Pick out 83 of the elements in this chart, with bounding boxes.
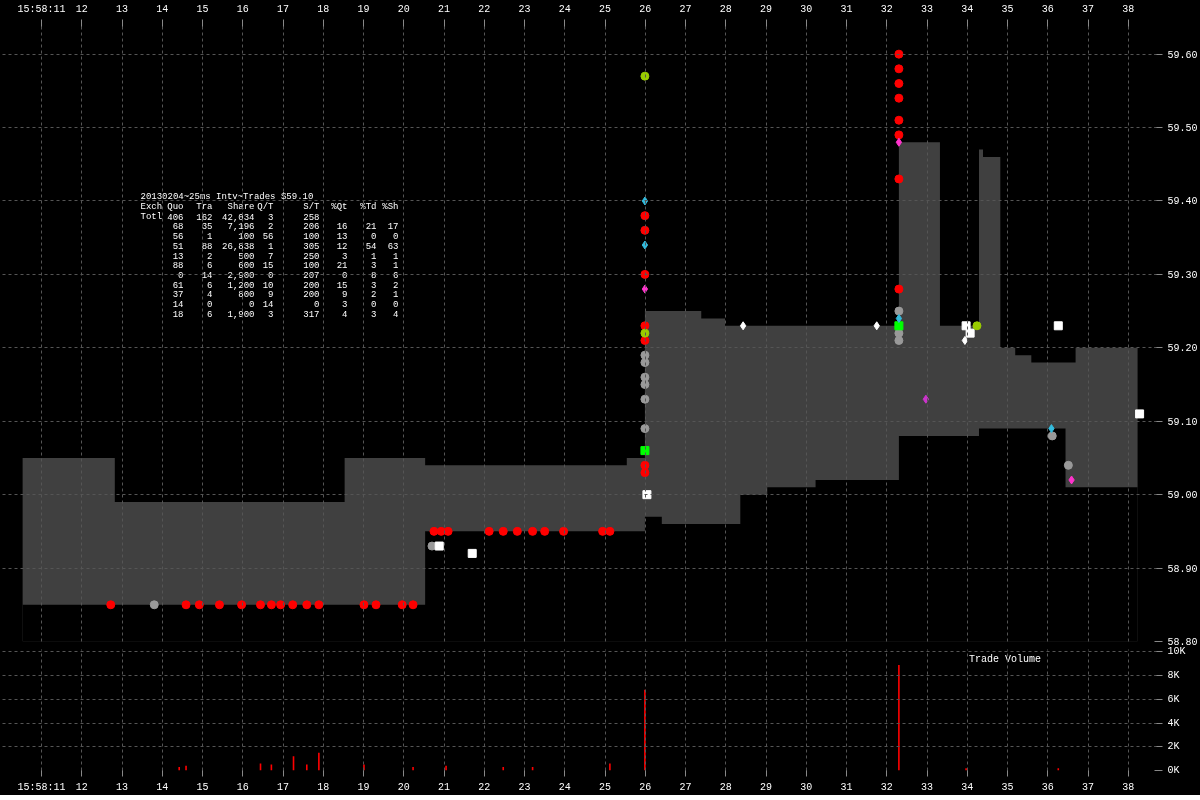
x-tick-label: 32 [880,781,893,793]
x-tick-label: 20 [397,3,410,15]
text: 51 88 26,838 1 305 12 54 63 [172,241,399,252]
x-tick-label: 15 [196,781,209,793]
y-tick-label: 59.00 [1167,490,1198,502]
x-tick-label: 34 [961,3,974,15]
x-tick-label: 14 [156,781,169,793]
x-tick-label: 18 [317,781,330,793]
x-tick-label: 14 [156,3,169,15]
x-tick-label: 38 [1122,781,1135,793]
x-tick-label: 36 [1041,781,1054,793]
x-tick-label: 13 [116,781,129,793]
x-tick-label: 15:58:11 [17,781,66,793]
x-tick-label: 34 [961,781,974,793]
text: 18 6 1,900 3 317 4 3 4 [172,309,399,320]
text: 14 0 0 14 0 3 0 0 [172,299,399,310]
x-tick-label: 21 [438,3,451,15]
x-tick-label: 37 [1082,3,1095,15]
x-tick-label: 35 [1001,3,1014,15]
x-tick-label: 20 [397,781,410,793]
x-tick-label: 24 [558,3,571,15]
x-tick-label: 31 [840,3,853,15]
x-tick-label: 30 [800,781,813,793]
x-tick-label: 22 [478,781,491,793]
x-tick-label: 16 [236,781,249,793]
y-tick-label: 59.50 [1167,123,1198,135]
x-tick-label: 29 [760,781,773,793]
x-tick-label: 25 [599,3,612,15]
x-tick-label: 22 [478,3,491,15]
x-tick-label: 12 [75,781,88,793]
x-tick-label: 25 [599,781,612,793]
y-tick-label: 6K [1167,693,1180,705]
x-tick-label: 15 [196,3,209,15]
x-tick-label: 32 [880,3,893,15]
x-tick-label: 33 [921,781,934,793]
x-tick-label: 15:58:11 [17,3,66,15]
x-tick-label: 28 [719,781,732,793]
y-tick-label: 59.20 [1167,343,1198,355]
x-tick-label: 23 [518,781,531,793]
text: 56 1 100 56 100 13 0 0 [172,232,399,243]
x-tick-label: 27 [679,781,692,793]
x-tick-label: 28 [719,3,732,15]
annotation: 20130204~25ms Intv~Trades $59.10 [140,192,314,203]
x-tick-label: 18 [317,3,330,15]
text: 68 35 7,196 2 206 16 21 17 [172,222,399,233]
text: 61 6 1,200 10 200 15 3 2 [172,280,399,291]
x-tick-label: 35 [1001,781,1014,793]
x-tick-label: 13 [116,3,129,15]
x-tick-label: 29 [760,3,773,15]
text: 88 6 600 15 100 21 3 1 [172,261,399,272]
y-tick-label: 58.80 [1167,637,1198,648]
y-tick-label: 4K [1167,717,1180,729]
y-tick-label: 58.90 [1167,563,1198,575]
text: Totl 406 162 42,034 3 258 [140,211,320,223]
y-tick-label: 59.40 [1167,196,1198,208]
y-tick-label: 59.30 [1167,269,1198,281]
x-tick-label: 16 [236,3,249,15]
x-tick-label: 26 [639,3,652,15]
x-tick-label: 17 [277,3,290,15]
y-tick-label: 59.60 [1167,49,1198,61]
y-tick-label: 10K [1167,646,1186,658]
x-tick-label: 31 [840,781,853,793]
text: Trade Volume [969,654,1042,666]
x-tick-label: 21 [438,781,451,793]
x-tick-label: 27 [679,3,692,15]
text: 13 2 500 7 250 3 1 1 [172,251,399,262]
x-tick-label: 12 [75,3,88,15]
x-tick-label: 23 [518,3,531,15]
x-tick-label: 38 [1122,3,1135,15]
y-tick-label: 59.10 [1167,416,1198,428]
x-tick-label: 26 [639,781,652,793]
y-tick-label: 0K [1167,765,1180,776]
x-tick-label: 30 [800,3,813,15]
y-tick-label: 8K [1167,670,1180,682]
x-tick-label: 19 [357,3,370,15]
y-tick-label: 2K [1167,741,1180,753]
x-tick-label: 36 [1041,3,1054,15]
x-tick-label: 24 [558,781,571,793]
x-tick-label: 33 [921,3,934,15]
x-tick-label: 19 [357,781,370,793]
x-tick-label: 17 [277,781,290,793]
text: 37 4 800 9 200 9 2 1 [172,290,399,301]
x-tick-label: 37 [1082,781,1095,793]
